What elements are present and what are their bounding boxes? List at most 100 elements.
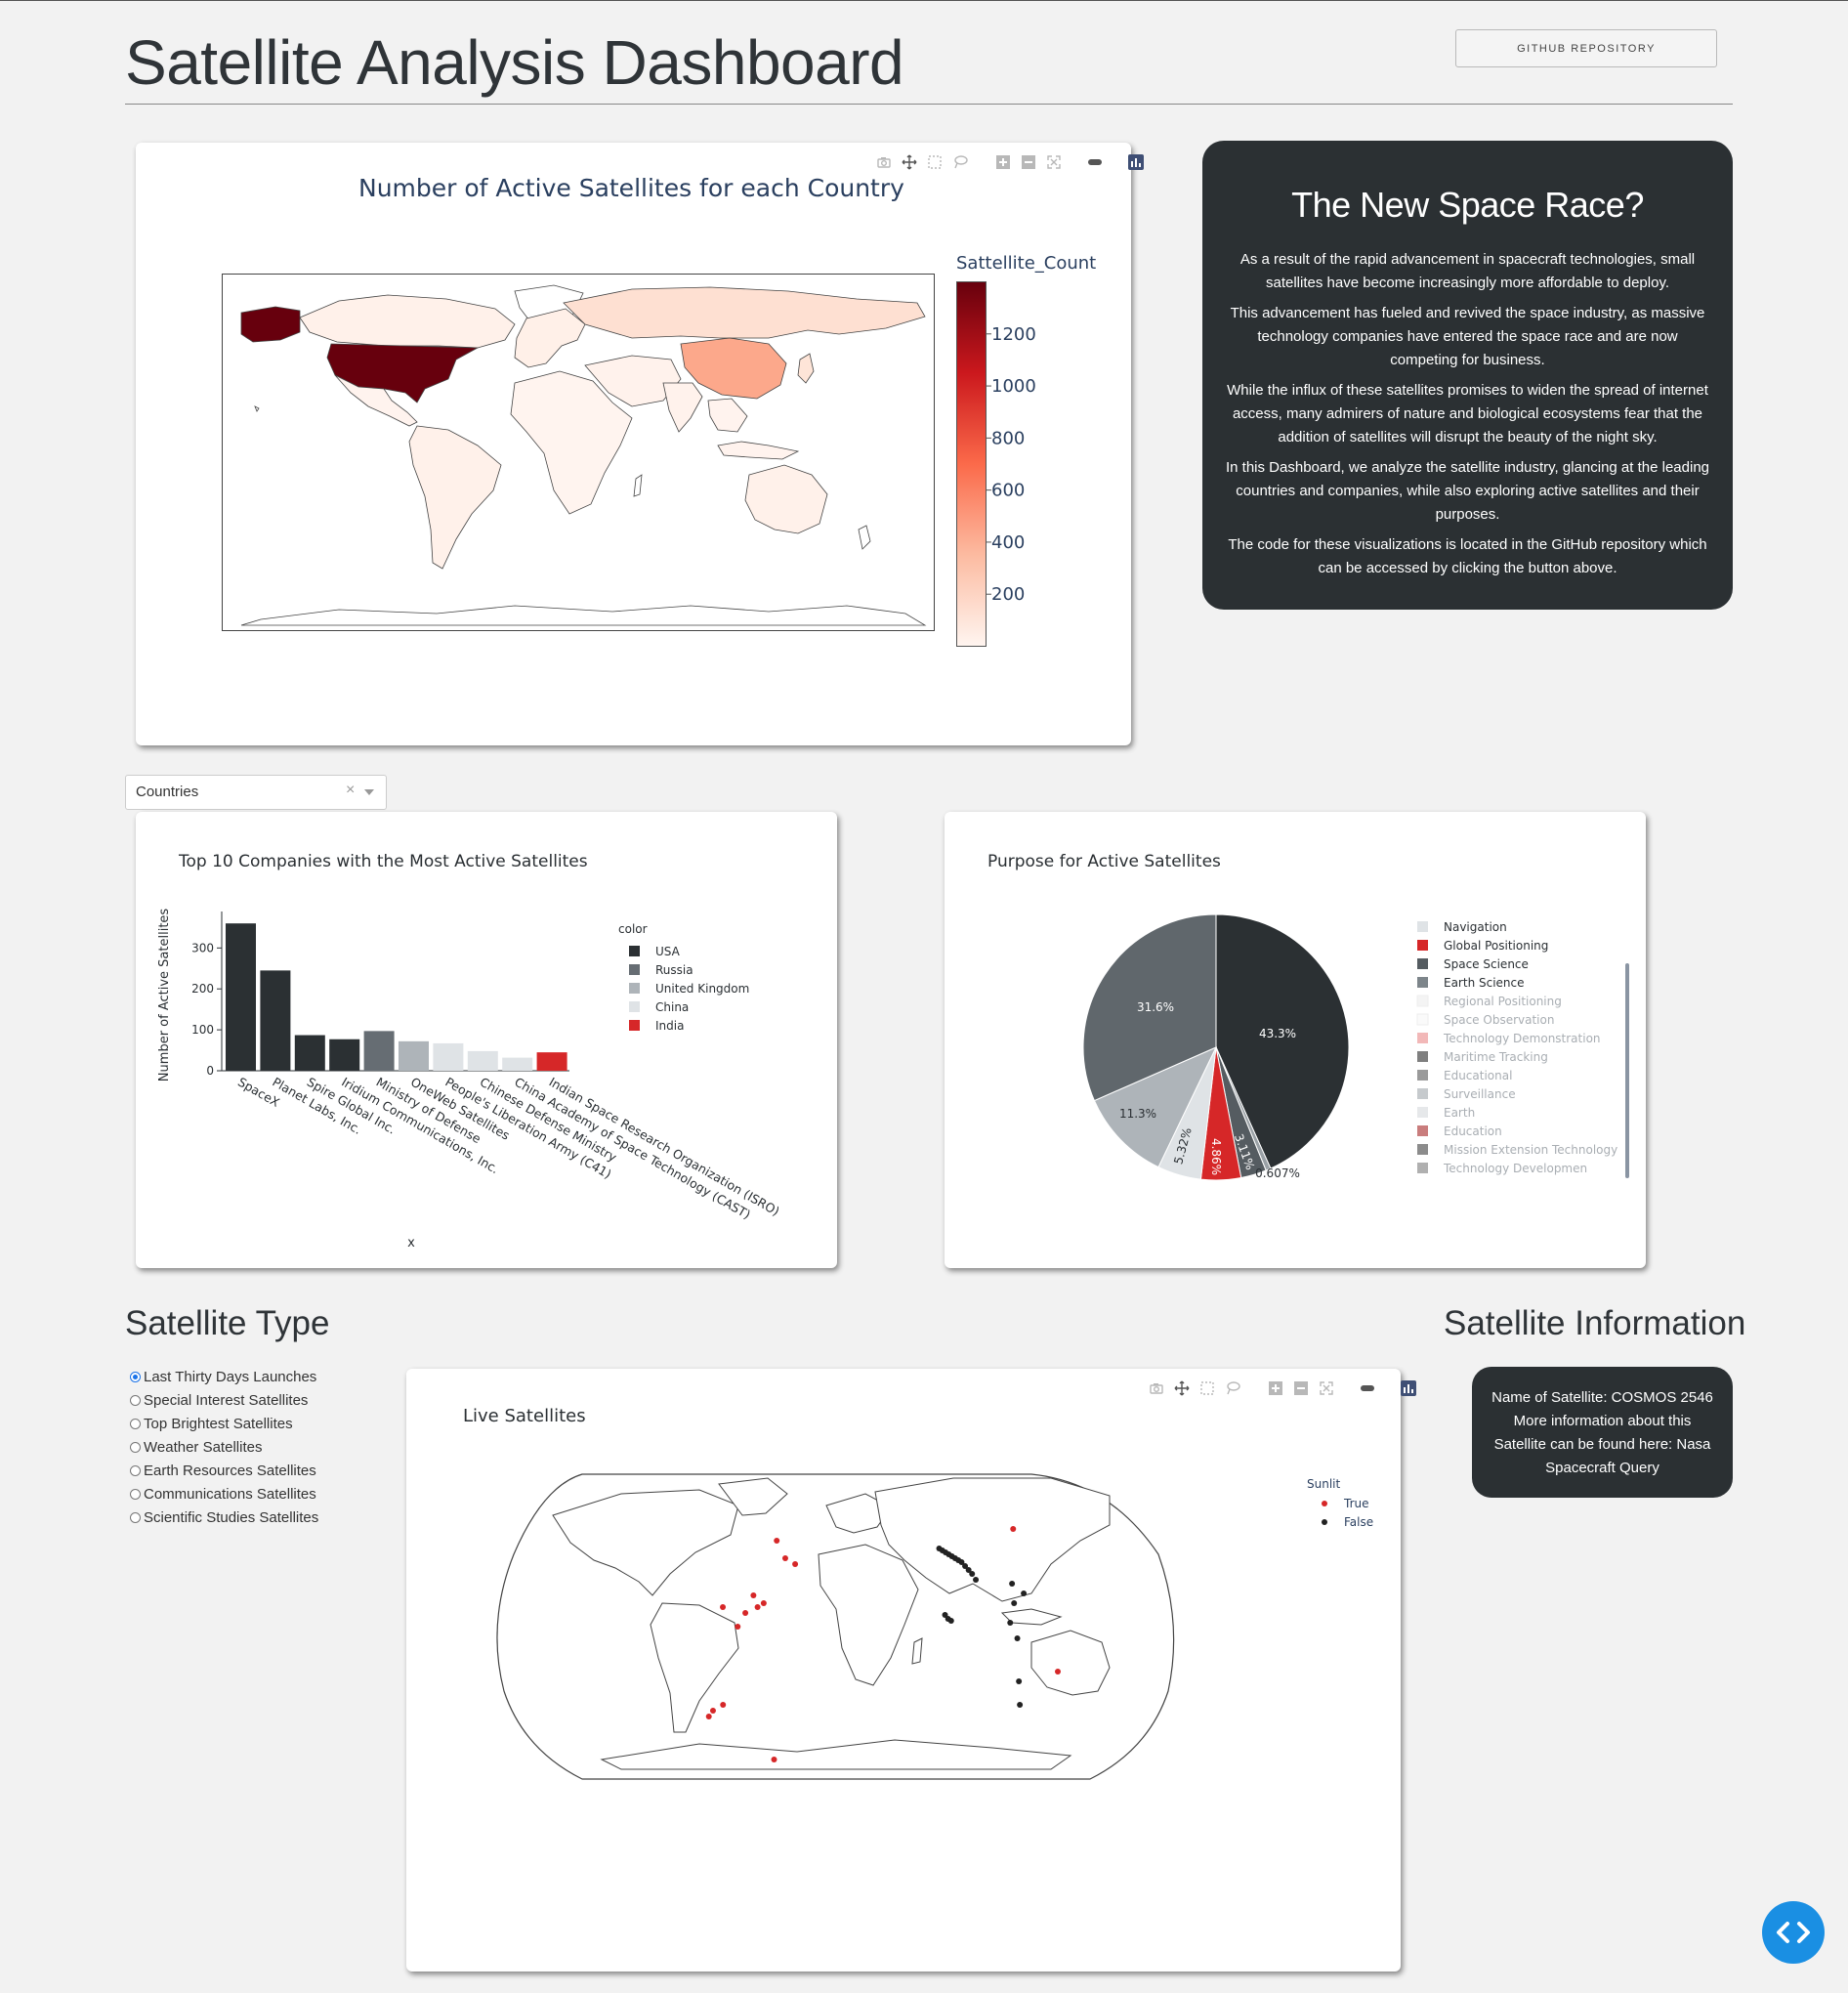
satellite-type-option[interactable]: Communications Satellites: [130, 1482, 318, 1505]
box-select-icon[interactable]: [927, 154, 943, 170]
lasso-select-icon[interactable]: [1225, 1380, 1240, 1396]
bar[interactable]: [433, 1042, 464, 1071]
satellite-point-sunlit[interactable]: [705, 1714, 712, 1719]
legend-label: Russia: [655, 963, 693, 977]
satellite-type-option[interactable]: Scientific Studies Satellites: [130, 1505, 318, 1529]
legend-label[interactable]: Navigation: [1444, 920, 1507, 934]
toggle-hover-icon[interactable]: [1360, 1380, 1375, 1396]
satellite-point-shadow[interactable]: [969, 1571, 976, 1577]
satellite-point-shadow[interactable]: [1009, 1581, 1016, 1587]
legend-label[interactable]: Educational: [1444, 1069, 1512, 1082]
satellite-point-sunlit[interactable]: [720, 1604, 727, 1610]
satellite-type-option[interactable]: Last Thirty Days Launches: [130, 1365, 318, 1388]
legend-label[interactable]: Technology Demonstration: [1443, 1032, 1601, 1045]
satellite-type-option[interactable]: Earth Resources Satellites: [130, 1459, 318, 1482]
legend-label[interactable]: Technology Developmen: [1443, 1162, 1587, 1175]
radio-button[interactable]: [130, 1488, 141, 1500]
clear-icon[interactable]: ×: [346, 782, 356, 798]
legend-label[interactable]: Space Observation: [1444, 1013, 1554, 1027]
satellite-point-shadow[interactable]: [1014, 1635, 1021, 1641]
box-select-icon[interactable]: [1199, 1380, 1215, 1396]
pie-slice[interactable]: [1082, 913, 1217, 1102]
camera-icon[interactable]: [1149, 1380, 1164, 1396]
satellite-point-sunlit[interactable]: [774, 1538, 780, 1544]
satellite-point-shadow[interactable]: [1007, 1620, 1014, 1626]
satellite-point-sunlit[interactable]: [754, 1604, 761, 1610]
radio-button[interactable]: [130, 1371, 141, 1382]
bar[interactable]: [329, 1039, 360, 1071]
satellite-point-sunlit[interactable]: [742, 1610, 749, 1616]
legend-label[interactable]: Regional Positioning: [1444, 995, 1562, 1008]
legend-label[interactable]: Maritime Tracking: [1444, 1050, 1548, 1064]
bar[interactable]: [536, 1052, 567, 1071]
satellite-point-sunlit[interactable]: [1054, 1669, 1061, 1675]
radio-button[interactable]: [130, 1511, 141, 1523]
world-choropleth-map[interactable]: [222, 274, 935, 631]
satellite-type-option[interactable]: Top Brightest Satellites: [130, 1412, 318, 1435]
legend-scrollbar[interactable]: [1625, 963, 1629, 1178]
satellite-point-shadow[interactable]: [1017, 1702, 1024, 1708]
satellite-point-shadow[interactable]: [1021, 1590, 1028, 1596]
zoom-out-icon[interactable]: [1021, 154, 1036, 170]
satellite-point-sunlit[interactable]: [709, 1708, 716, 1714]
chevron-down-icon[interactable]: [364, 789, 374, 795]
radio-button[interactable]: [130, 1464, 141, 1476]
bar[interactable]: [260, 970, 291, 1071]
satellite-type-option[interactable]: Special Interest Satellites: [130, 1388, 318, 1412]
legend-label[interactable]: Surveillance: [1444, 1087, 1516, 1101]
pan-icon[interactable]: [1174, 1380, 1190, 1396]
radio-button[interactable]: [130, 1441, 141, 1453]
zoom-in-icon[interactable]: [995, 154, 1011, 170]
toggle-hover-icon[interactable]: [1087, 154, 1103, 170]
satellite-point-sunlit[interactable]: [781, 1555, 788, 1561]
legend-label[interactable]: Education: [1444, 1124, 1502, 1138]
github-repository-button[interactable]: GITHUB REPOSITORY: [1455, 29, 1717, 67]
legend-label[interactable]: Space Science: [1444, 957, 1529, 971]
bar[interactable]: [226, 923, 256, 1071]
satellite-point-shadow[interactable]: [973, 1577, 980, 1583]
satellite-point-shadow[interactable]: [947, 1618, 954, 1624]
pan-icon[interactable]: [902, 154, 917, 170]
pie-slice[interactable]: [1093, 1046, 1218, 1168]
bar[interactable]: [502, 1057, 533, 1071]
satellite-point-sunlit[interactable]: [750, 1592, 757, 1598]
pie-slice[interactable]: [1215, 913, 1350, 1169]
plotly-logo-icon[interactable]: [1128, 154, 1144, 170]
zoom-out-icon[interactable]: [1293, 1380, 1309, 1396]
satellite-point-shadow[interactable]: [962, 1563, 969, 1569]
satellite-point-sunlit[interactable]: [720, 1702, 727, 1708]
plotly-logo-icon[interactable]: [1401, 1380, 1416, 1396]
camera-icon[interactable]: [876, 154, 892, 170]
satellite-type-option[interactable]: Weather Satellites: [130, 1435, 318, 1459]
legend-label[interactable]: Global Positioning: [1444, 939, 1548, 953]
pie-chart[interactable]: 43.3%0.607%3.11%4.86%5.32%11.3%31.6%Navi…: [945, 812, 1646, 1268]
bar[interactable]: [363, 1031, 395, 1071]
satellite-point-shadow[interactable]: [965, 1567, 972, 1573]
reset-view-icon[interactable]: [1319, 1380, 1334, 1396]
madagascar-shape: [633, 474, 643, 497]
satellite-point-shadow[interactable]: [958, 1559, 965, 1565]
satellite-point-sunlit[interactable]: [1010, 1526, 1017, 1532]
legend-label[interactable]: Earth Science: [1444, 976, 1525, 990]
satellite-point-shadow[interactable]: [1016, 1678, 1023, 1684]
satellite-point-sunlit[interactable]: [792, 1561, 799, 1567]
bar[interactable]: [467, 1050, 498, 1071]
satellite-point-sunlit[interactable]: [771, 1757, 777, 1762]
legend-label[interactable]: Mission Extension Technology: [1444, 1143, 1617, 1157]
bar[interactable]: [399, 1040, 429, 1071]
legend-swatch: [629, 983, 640, 994]
satellite-point-sunlit[interactable]: [760, 1600, 767, 1606]
reset-view-icon[interactable]: [1046, 154, 1062, 170]
category-dropdown[interactable]: Countries ×: [125, 775, 387, 810]
live-satellites-map[interactable]: Sunlit True False: [406, 1369, 1401, 1972]
satellite-point-shadow[interactable]: [1011, 1600, 1018, 1606]
legend-label[interactable]: Earth: [1444, 1106, 1475, 1120]
radio-button[interactable]: [130, 1394, 141, 1406]
satellite-point-sunlit[interactable]: [735, 1624, 741, 1630]
lasso-select-icon[interactable]: [952, 154, 968, 170]
bar[interactable]: [294, 1035, 325, 1071]
code-toggle-button[interactable]: [1762, 1901, 1825, 1964]
radio-button[interactable]: [130, 1418, 141, 1429]
zoom-in-icon[interactable]: [1268, 1380, 1283, 1396]
